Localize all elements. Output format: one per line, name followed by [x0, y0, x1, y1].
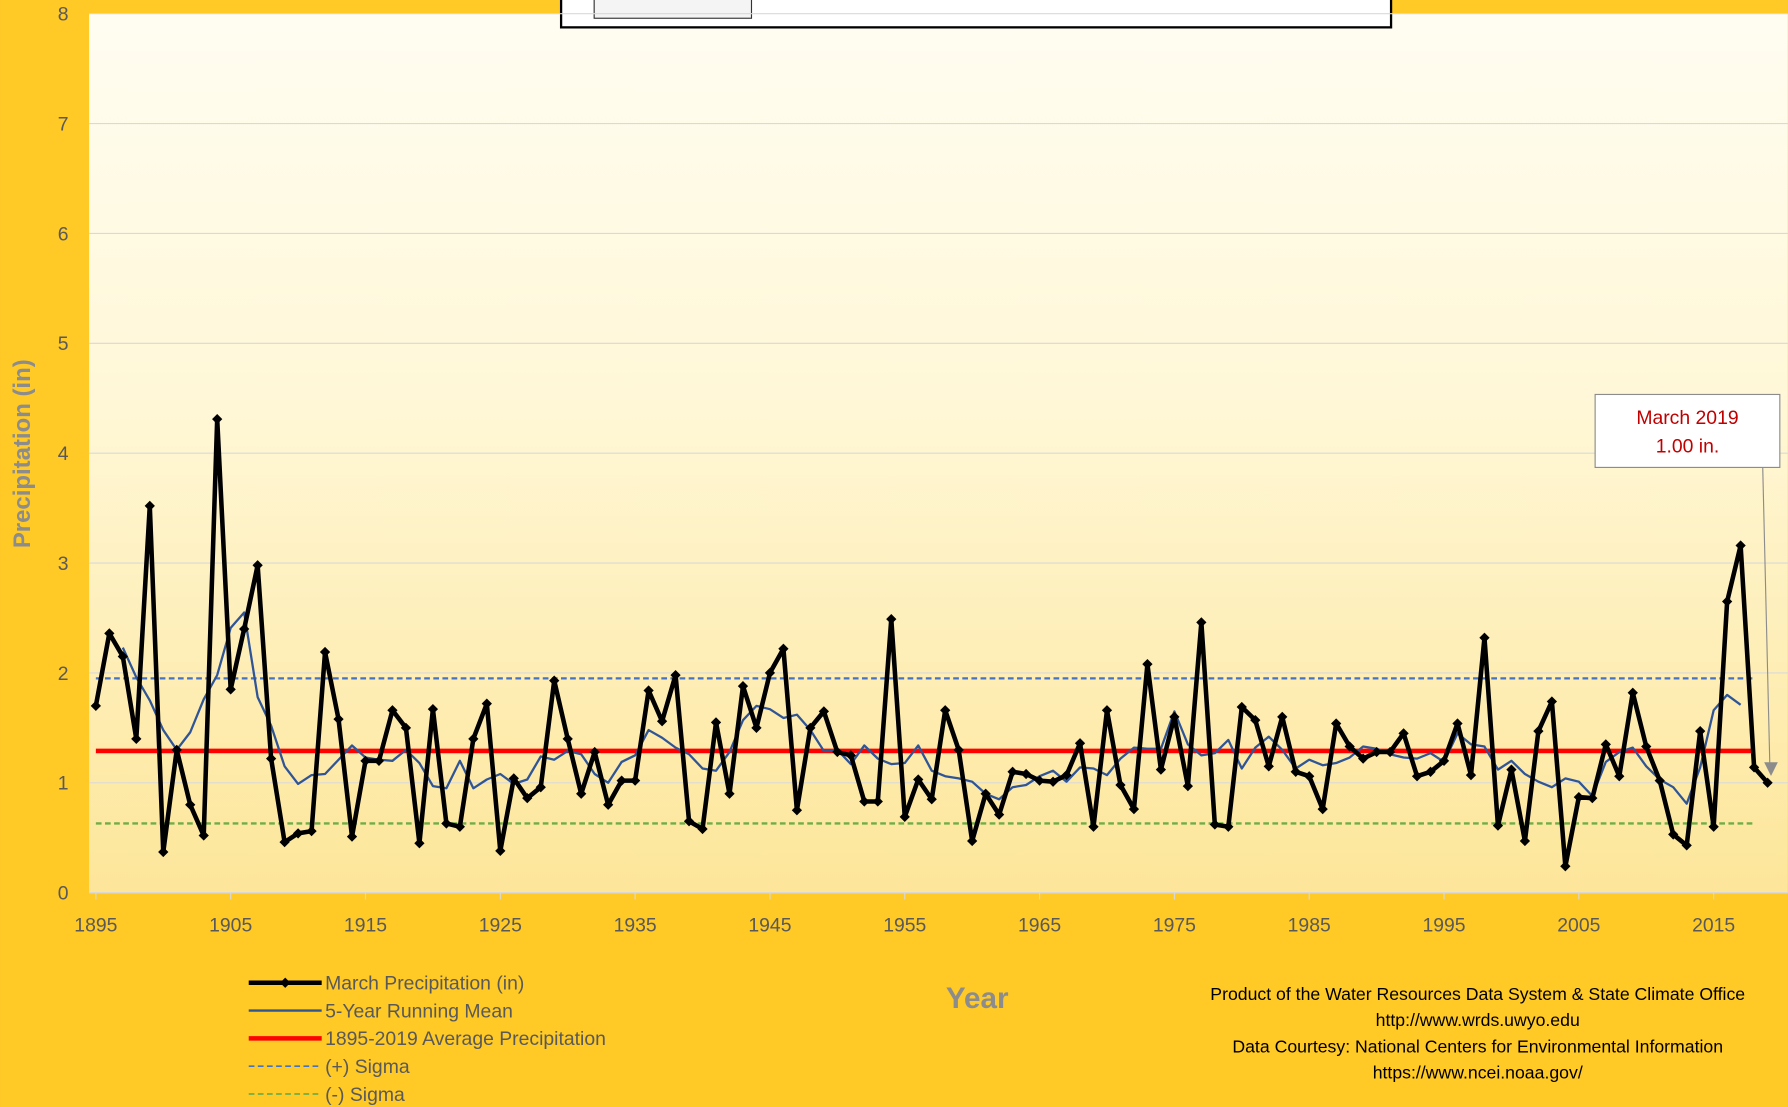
y-tick-label: 3 [58, 553, 69, 575]
x-tick-label: 1915 [344, 914, 387, 936]
x-tick-label: 2015 [1692, 914, 1735, 936]
legend-label: March Precipitation (in) [325, 973, 524, 995]
legend-label: 5-Year Running Mean [325, 1000, 513, 1022]
x-tick-label: 1955 [883, 914, 926, 936]
credit-line: Product of the Water Resources Data Syst… [1210, 984, 1745, 1004]
y-tick-label: 7 [58, 113, 69, 135]
x-axis-title: Year [946, 982, 1009, 1015]
credit-line: https://www.ncei.noaa.gov/ [1373, 1062, 1583, 1082]
legend-label: (-) Sigma [325, 1084, 405, 1106]
legend-label: 1895-2019 Average Precipitation [325, 1028, 606, 1050]
y-tick-label: 2 [58, 663, 69, 685]
y-tick-label: 4 [58, 443, 69, 465]
chart: Precipitation (in) Year 0 1 2 3 4 5 6 7 8 1895 190… [0, 0, 1788, 1107]
map-thumbnail [594, 0, 751, 18]
x-tick-label: 1895 [74, 914, 117, 936]
y-tick-label: 5 [58, 333, 69, 355]
y-axis-title: Precipitation (in) [9, 359, 36, 548]
x-tick-label: 2005 [1557, 914, 1600, 936]
y-tick-label: 8 [58, 4, 69, 26]
y-tick-label: 0 [58, 883, 69, 905]
legend-label: (+) Sigma [325, 1056, 410, 1078]
x-tick-label: 1905 [209, 914, 252, 936]
x-tick-label: 1935 [614, 914, 657, 936]
x-tick-label: 1965 [1018, 914, 1061, 936]
x-tick-label: 1945 [748, 914, 791, 936]
x-tick-label: 1985 [1288, 914, 1331, 936]
credit-line: Data Courtesy: National Centers for Envi… [1232, 1036, 1723, 1056]
x-tick-label: 1975 [1153, 914, 1196, 936]
credit-line: http://www.wrds.uwyo.edu [1376, 1010, 1580, 1030]
x-tick-label: 1925 [479, 914, 522, 936]
y-tick-label: 1 [58, 773, 69, 795]
annotation-text: March 2019 [1636, 407, 1738, 429]
x-tick-label: 1995 [1422, 914, 1465, 936]
annotation-text: 1.00 in. [1656, 436, 1720, 458]
y-tick-label: 6 [58, 223, 69, 245]
